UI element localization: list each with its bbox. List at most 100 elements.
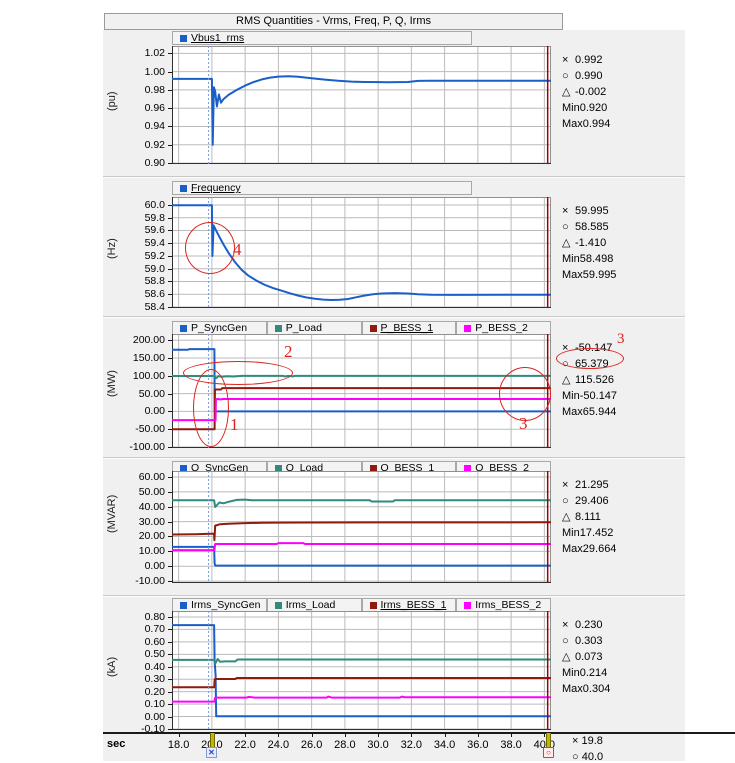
readout-value: 58.585 (575, 221, 609, 233)
y-tick-mark (168, 217, 172, 219)
legend-label: P_BESS_1 (380, 322, 434, 334)
readout-symbol-o: ○ (562, 221, 569, 233)
readout-value: 0.990 (575, 70, 603, 82)
readout-max: Max0.994 (562, 118, 682, 130)
y-tick-label: 10.00 (138, 545, 165, 558)
y-tick-label: 0.50 (144, 648, 165, 661)
x-cursor-handle[interactable] (210, 733, 215, 749)
y-tick-label: 50.00 (138, 485, 165, 498)
readout-symbol-max: Max (562, 269, 583, 281)
legend-square-icon (464, 464, 472, 472)
readout-delta: △ 115.526 (562, 374, 682, 386)
y-tick-label: 0.92 (144, 138, 165, 151)
o-cursor-handle[interactable] (546, 733, 551, 749)
readout-min: Min58.498 (562, 253, 682, 265)
y-tick-mark (168, 447, 172, 448)
x-tick-mark (477, 733, 479, 737)
panel-separator (103, 176, 685, 178)
plot-grid-4[interactable] (172, 611, 551, 730)
plot-frame-title[interactable]: RMS Quantities - Vrms, Freq, P, Q, Irms (104, 13, 563, 30)
frame-bottom-border (103, 732, 735, 734)
readout-value: 58.498 (579, 253, 614, 265)
y-tick-label: 0.90 (144, 157, 165, 170)
readout-symbol-delta: △ (562, 374, 571, 386)
x-cursor-icon[interactable]: ✕ (206, 747, 217, 758)
readout-min: Min-50.147 (562, 390, 682, 402)
readout-value: -0.002 (575, 86, 607, 98)
annotation-circle-4 (185, 222, 235, 274)
readout-symbol-o: ○ (562, 70, 569, 82)
x-tick-label: 18.0 (167, 739, 190, 751)
readout-symbol-max: Max (562, 543, 583, 555)
readout-symbol-min: Min (562, 667, 580, 679)
legend-tab-frequency[interactable]: Frequency (172, 181, 472, 195)
trace-irms_bess_1 (172, 677, 551, 689)
readout-value: 65.944 (582, 406, 617, 418)
y-tick-mark (168, 506, 172, 508)
readout-max: Max29.664 (562, 543, 682, 555)
readout-value: 0.920 (579, 102, 608, 114)
readout-delta: △ -1.410 (562, 237, 682, 249)
legend-square-icon (274, 601, 282, 609)
readout-x: × 21.295 (562, 479, 682, 491)
time-axis-unit: sec (107, 738, 126, 750)
y-tick-mark (168, 268, 172, 270)
annotation-circle-3 (499, 367, 551, 421)
legend-tab-irms_load[interactable]: Irms_Load (266, 598, 362, 612)
y-tick-mark (168, 629, 172, 631)
y-tick-label: 58.6 (144, 288, 165, 301)
legend-tab-irms_bess_1[interactable]: Irms_BESS_1 (361, 598, 457, 612)
legend-square-icon (180, 464, 187, 472)
readout-symbol-min: Min (562, 390, 580, 402)
y-tick-mark (168, 411, 172, 413)
trace-q_bess_1 (172, 521, 551, 542)
legend-square-icon (369, 324, 377, 332)
readout-value: -1.410 (575, 237, 607, 249)
y-tick-mark (168, 581, 172, 583)
readout-max: Max0.304 (562, 683, 682, 695)
x-tick-label: 26.0 (300, 739, 323, 751)
o-cursor-time-readout: ○ 40.0 (572, 751, 604, 763)
readout-symbol-delta: △ (562, 237, 571, 249)
y-tick-label: 60.00 (138, 470, 165, 483)
legend-tab-p_bess_1[interactable]: P_BESS_1 (361, 321, 457, 335)
plot-grid-0[interactable] (172, 46, 551, 164)
legend-square-icon (274, 324, 282, 332)
readout-symbol-x: × (562, 54, 569, 66)
legend-square-icon (180, 184, 187, 192)
y-tick-mark (168, 641, 172, 643)
x-tick-mark (178, 733, 180, 737)
legend-tab-irms_bess_2[interactable]: Irms_BESS_2 (456, 598, 551, 612)
plot-grid-2[interactable] (172, 334, 551, 448)
y-tick-label: -0.10 (141, 723, 165, 735)
readout-value: 0.303 (575, 635, 603, 647)
y-tick-mark (168, 476, 172, 478)
readout-symbol-o: ○ (562, 495, 569, 507)
o-cursor-icon[interactable]: ○ (543, 747, 554, 758)
y-tick-mark (168, 230, 172, 232)
readout-value: 21.295 (575, 479, 609, 491)
legend-label: P_SyncGen (191, 322, 248, 334)
y-tick-label: 50.00 (138, 387, 165, 400)
y-tick-label: 20.00 (138, 530, 165, 543)
legend-tab-p_bess_2[interactable]: P_BESS_2 (456, 321, 551, 335)
legend-square-icon (180, 34, 187, 42)
y-tick-mark (168, 521, 172, 523)
legend-tab-p_syncgen[interactable]: P_SyncGen (172, 321, 267, 335)
plot-grid-3[interactable] (172, 471, 551, 583)
legend-tab-p_load[interactable]: P_Load (266, 321, 362, 335)
y-tick-mark (168, 716, 172, 718)
y-tick-mark (168, 243, 172, 245)
legend-square-icon (369, 601, 377, 609)
legend-tab-irms_syncgen[interactable]: Irms_SyncGen (172, 598, 267, 612)
legend-tab-vbus1_rms[interactable]: Vbus1_rms (172, 31, 472, 45)
readout-x: × 0.992 (562, 54, 682, 66)
x-tick-mark (444, 733, 446, 737)
x-tick-mark (544, 733, 546, 737)
legend-square-icon (274, 464, 282, 472)
x-tick-label: 24.0 (267, 739, 290, 751)
readout-value: 0.230 (575, 619, 603, 631)
y-tick-mark (168, 666, 172, 668)
legend-square-icon (180, 324, 187, 332)
x-tick-label: 36.0 (467, 739, 489, 751)
